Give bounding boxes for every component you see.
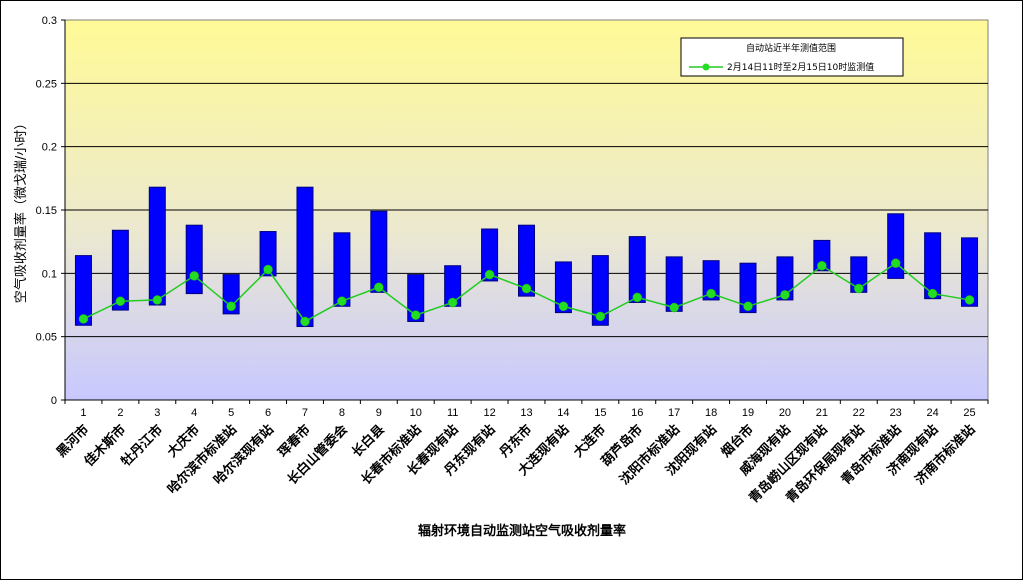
x-tick-label: 25: [963, 407, 975, 419]
range-bar: [518, 224, 535, 297]
monitor-point: [152, 295, 163, 305]
x-tick-label: 4: [191, 407, 197, 419]
monitor-point: [780, 290, 790, 300]
legend-box: [680, 37, 904, 77]
monitor-point: [447, 297, 458, 308]
x-tick-label: 5: [228, 407, 234, 419]
x-tick-label: 2: [117, 407, 123, 419]
x-tick-label: 23: [890, 407, 902, 419]
monitor-point: [374, 282, 384, 293]
x-tick-label: 3: [154, 407, 160, 419]
x-tick-label: 6: [265, 407, 271, 419]
x-tick-label: 15: [594, 407, 606, 419]
x-tick-label: 1: [80, 407, 86, 419]
monitor-point: [743, 301, 753, 312]
y-tick-label: 0.3: [42, 15, 57, 27]
monitor-point: [595, 311, 606, 322]
x-tick-label: 22: [853, 407, 865, 419]
x-tick-label: 20: [779, 407, 791, 419]
x-tick-label: 21: [816, 407, 828, 419]
x-tick-label: 8: [339, 407, 345, 419]
legend-line-label: 2月14日11时至2月15日10时监测值: [727, 61, 874, 73]
x-tick-label: 7: [302, 407, 308, 419]
legend: 自动站近半年测值范围 2月14日11时至2月15日10时监测值: [680, 37, 904, 77]
x-tick-label: 11: [447, 407, 458, 419]
legend-marker-swatch: [702, 63, 710, 71]
range-bar: [554, 261, 572, 314]
x-axis-ticks: 1 2 3 4 5 6 7 8 9 10 11 12 13 14 15 16 17 18 19 20 21 22 23 24 2…: [64, 400, 989, 419]
y-axis-ticks: 0 0.05 0.1 0.15 0.2 0.25 0.3: [36, 15, 988, 407]
monitor-point: [669, 302, 679, 313]
range-bar: [591, 255, 609, 326]
range-bar: [776, 256, 794, 301]
range-bar: [148, 186, 166, 306]
range-bar: [74, 255, 92, 326]
monitor-point: [410, 310, 421, 320]
y-tick-label: 0.2: [42, 142, 57, 154]
monitor-point: [263, 264, 273, 275]
range-bar: [185, 224, 203, 295]
range-bar: [924, 232, 942, 300]
range-bar: [739, 262, 757, 314]
x-tick-label: 12: [483, 407, 495, 419]
monitor-point: [558, 301, 569, 312]
monitor-point: [226, 301, 236, 312]
y-tick-label: 0.05: [36, 332, 57, 344]
monitor-point: [484, 269, 495, 280]
x-tick-label: 24: [926, 407, 938, 419]
monitor-point: [521, 283, 532, 294]
range-bar: [333, 232, 351, 307]
monitor-point: [854, 283, 864, 294]
y-axis-title: 空气吸收剂量率（微戈瑞/小时）: [13, 117, 29, 303]
range-bar: [259, 231, 277, 277]
range-bar: [481, 228, 499, 282]
range-bar: [407, 274, 425, 322]
range-bar: [111, 229, 129, 311]
monitor-point: [706, 288, 716, 299]
station-label: 牡丹江市: [118, 422, 166, 470]
range-bar: [961, 237, 979, 307]
y-tick-label: 0.15: [36, 205, 57, 217]
x-tick-label: 13: [520, 407, 532, 419]
range-bar: [296, 186, 314, 328]
monitor-point: [300, 316, 310, 327]
x-tick-label: 19: [742, 407, 754, 419]
x-tick-label: 16: [631, 407, 643, 419]
monitor-point: [337, 296, 347, 306]
x-tick-label: 17: [668, 407, 680, 419]
monitor-point: [189, 271, 199, 281]
y-tick-label: 0.1: [42, 268, 57, 280]
legend-range-label: 自动站近半年测值范围: [746, 42, 836, 54]
monitor-point: [115, 296, 126, 306]
y-tick-label: 0.25: [36, 78, 57, 90]
monitor-point: [632, 292, 643, 303]
x-tick-label: 18: [705, 407, 717, 419]
range-bar: [702, 260, 720, 301]
station-labels: 黑河市佳木斯市牡丹江市大庆市哈尔滨市标准站哈尔滨现有站珲春市长白山管委会长白县长…: [53, 421, 978, 507]
monitor-point: [78, 314, 89, 324]
monitor-point: [817, 260, 827, 271]
monitor-point: [890, 258, 901, 268]
range-bar: [370, 210, 388, 293]
y-tick-label: 0: [51, 395, 57, 407]
x-tick-label: 14: [557, 407, 569, 419]
x-tick-label: 10: [410, 407, 422, 419]
x-tick-label: 9: [376, 407, 382, 419]
monitor-line: [78, 258, 975, 327]
monitor-point: [927, 288, 938, 299]
x-axis-title: 辐射环境自动监测站空气吸收剂量率: [418, 523, 626, 539]
monitor-point: [964, 295, 975, 305]
range-bar: [628, 236, 646, 303]
